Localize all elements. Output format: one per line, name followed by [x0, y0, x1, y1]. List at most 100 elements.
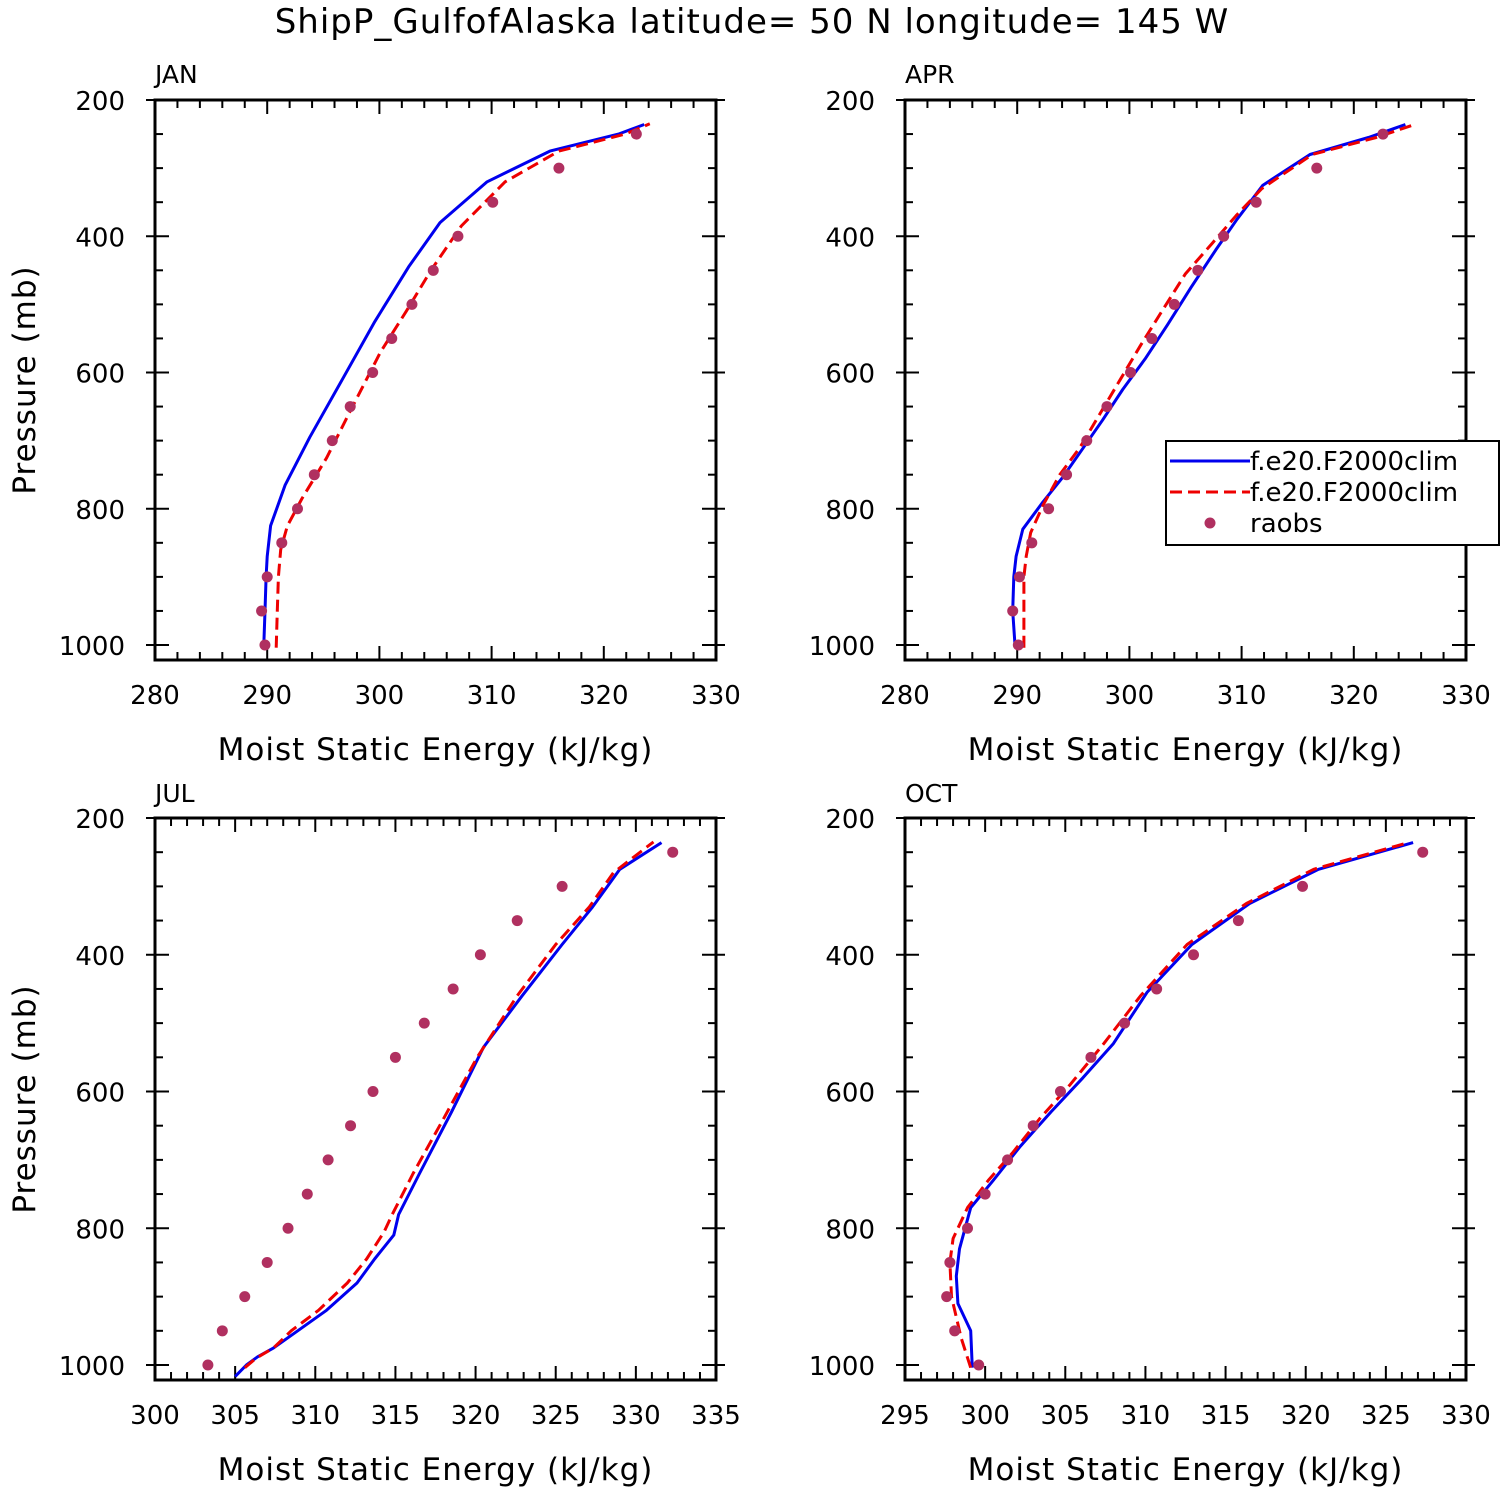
y-tick-label: 800: [825, 1215, 875, 1245]
raobs-point: [944, 1256, 956, 1268]
raobs-point: [344, 401, 356, 413]
x-tick-label: 325: [1361, 1401, 1411, 1431]
panel-oct: 295 300 305 310 315 320 325 330 200 400 600 800 1000…: [809, 779, 1491, 1488]
legend-label: f.e20.F2000clim: [1250, 478, 1458, 508]
raobs-point: [239, 1291, 251, 1303]
y-tick-label: 400: [825, 942, 875, 972]
raobs-point: [308, 469, 320, 481]
panel-jan: 280 290 300 310 320 330 200 400 600 800 1000 Moist …: [7, 60, 741, 768]
raobs-point: [1151, 983, 1163, 995]
raobs-point: [386, 332, 398, 344]
y-tick-label: 800: [75, 1215, 125, 1245]
x-tick-label: 305: [1040, 1401, 1090, 1431]
y-tick-label: 200: [75, 87, 125, 117]
x-axis-title: Moist Static Energy (kJ/kg): [218, 732, 654, 768]
raobs-point: [1297, 880, 1309, 892]
raobs-point: [447, 983, 459, 995]
y-tick-label: 600: [75, 360, 125, 390]
x-tick-label: 305: [210, 1401, 260, 1431]
legend-marker: [1204, 517, 1216, 529]
figure-title: ShipP_GulfofAlaska latitude= 50 N longit…: [274, 2, 1230, 42]
y-tick-label: 1000: [809, 1352, 875, 1382]
raobs-point: [1013, 571, 1025, 583]
raobs-point: [1125, 367, 1137, 378]
raobs-point: [1192, 264, 1204, 276]
raobs-point: [259, 639, 271, 651]
y-tick-label: 1000: [809, 632, 875, 662]
raobs-point: [1043, 503, 1055, 515]
x-tick-label: 330: [611, 1401, 661, 1431]
x-tick-label: 280: [880, 681, 930, 711]
plot-frame: [153, 816, 718, 1382]
raobs-point: [1061, 469, 1073, 481]
x-axis-title: Moist Static Energy (kJ/kg): [968, 732, 1404, 768]
legend-label: f.e20.F2000clim: [1250, 447, 1458, 477]
y-tick-label: 800: [75, 496, 125, 526]
x-tick-label: 330: [691, 681, 741, 711]
series-line-dashed: [274, 122, 651, 648]
raobs-point: [261, 571, 273, 583]
raobs-point: [216, 1325, 228, 1337]
raobs-point: [1007, 605, 1019, 617]
raobs-point: [1232, 915, 1244, 927]
y-tick-label: 400: [825, 223, 875, 253]
raobs-point: [1012, 639, 1024, 651]
plot-frame: [153, 98, 718, 662]
x-tick-label: 310: [290, 1401, 340, 1431]
panel-label: APR: [905, 60, 955, 89]
panel-jul: 300 305 310 315 320 325 330 335 200 400 600 800 1000…: [7, 779, 741, 1488]
plot-frame: [903, 816, 1468, 1382]
series-line-dashed: [1022, 122, 1418, 648]
x-tick-label: 330: [1441, 1401, 1491, 1431]
x-tick-label: 315: [371, 1401, 421, 1431]
x-tick-label: 320: [579, 681, 629, 711]
x-tick-label: 315: [1201, 1401, 1251, 1431]
x-tick-label: 335: [691, 1401, 741, 1431]
raobs-point: [941, 1291, 953, 1303]
y-tick-label: 600: [825, 360, 875, 390]
series-line-solid: [234, 841, 663, 1378]
raobs-point: [1002, 1154, 1014, 1166]
y-tick-label: 400: [75, 942, 125, 972]
raobs-point: [406, 298, 418, 310]
raobs-point: [1119, 1017, 1131, 1029]
plot-frame: [903, 98, 1468, 662]
x-tick-label: 300: [1105, 681, 1155, 711]
raobs-point: [326, 435, 338, 447]
raobs-point: [556, 880, 568, 892]
raobs-point: [553, 162, 565, 174]
raobs-point: [1081, 435, 1093, 447]
y-tick-label: 1000: [59, 1352, 125, 1382]
y-tick-label: 800: [825, 496, 875, 526]
raobs-point: [1026, 537, 1038, 549]
raobs-point: [630, 128, 642, 140]
x-tick-label: 280: [130, 681, 180, 711]
x-tick-label: 300: [355, 681, 405, 711]
legend-box: [1165, 440, 1500, 546]
raobs-point: [511, 915, 523, 927]
y-tick-label: 600: [825, 1079, 875, 1109]
raobs-point: [962, 1222, 974, 1234]
y-tick-label: 200: [75, 805, 125, 835]
raobs-point: [949, 1325, 961, 1337]
y-tick-label: 1000: [59, 632, 125, 662]
raobs-point: [418, 1017, 430, 1029]
x-tick-label: 300: [960, 1401, 1010, 1431]
raobs-point: [973, 1359, 985, 1371]
raobs-point: [1168, 298, 1180, 310]
raobs-point: [667, 846, 679, 858]
panel-label: OCT: [905, 779, 958, 808]
raobs-point: [1417, 846, 1429, 858]
series-line-dashed: [243, 840, 655, 1369]
raobs-point: [1218, 230, 1230, 242]
raobs-point: [1085, 1051, 1097, 1063]
raobs-point: [452, 230, 464, 242]
raobs-point: [1250, 196, 1262, 208]
raobs-point: [276, 537, 288, 549]
y-tick-label: 600: [75, 1079, 125, 1109]
series-line-solid: [954, 841, 1414, 1368]
panel-label: JUL: [153, 779, 195, 808]
raobs-point: [202, 1359, 214, 1371]
raobs-point: [322, 1154, 334, 1166]
